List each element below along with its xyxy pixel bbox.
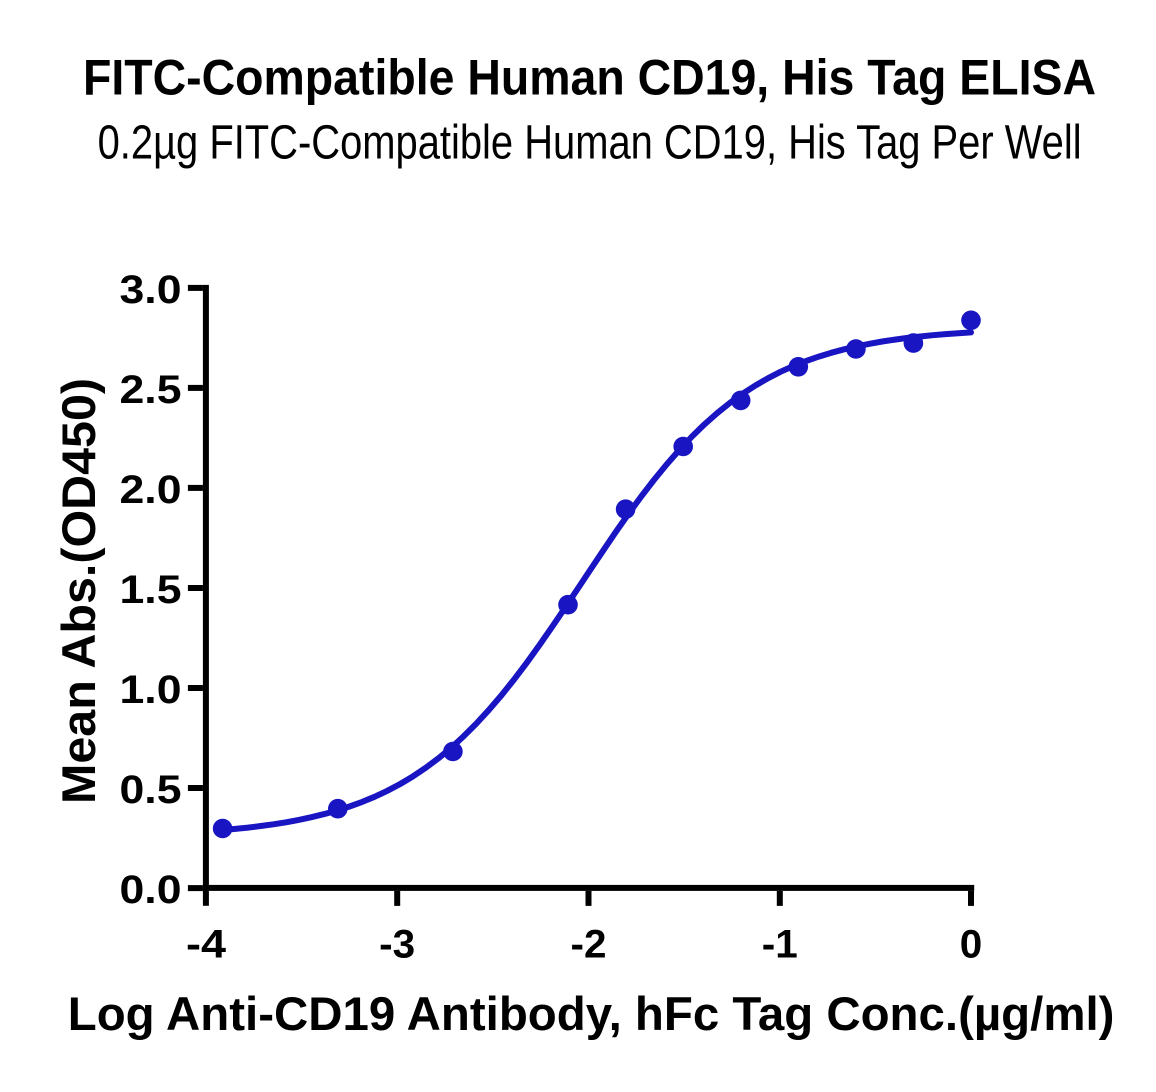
svg-text:0.5: 0.5 <box>120 768 182 812</box>
svg-text:FITC-Compatible Human CD19, Hi: FITC-Compatible Human CD19, His Tag ELIS… <box>83 50 1096 106</box>
svg-text:0.0: 0.0 <box>120 868 182 912</box>
svg-text:Log Anti-CD19 Antibody, hFc Ta: Log Anti-CD19 Antibody, hFc Tag Conc.(µg… <box>68 987 1115 1040</box>
svg-text:1.5: 1.5 <box>120 568 182 612</box>
svg-text:0.2µg FITC-Compatible Human CD: 0.2µg FITC-Compatible Human CD19, His Ta… <box>98 117 1082 170</box>
svg-text:0: 0 <box>960 923 983 967</box>
svg-text:-4: -4 <box>186 923 227 967</box>
svg-text:-2: -2 <box>571 923 607 967</box>
svg-text:Mean Abs.(OD450): Mean Abs.(OD450) <box>52 378 105 804</box>
svg-text:1.0: 1.0 <box>120 668 182 712</box>
svg-text:-3: -3 <box>379 923 415 967</box>
svg-text:3.0: 3.0 <box>120 268 182 312</box>
svg-text:-1: -1 <box>762 923 798 967</box>
svg-text:2.0: 2.0 <box>120 468 182 512</box>
svg-text:2.5: 2.5 <box>120 368 182 412</box>
